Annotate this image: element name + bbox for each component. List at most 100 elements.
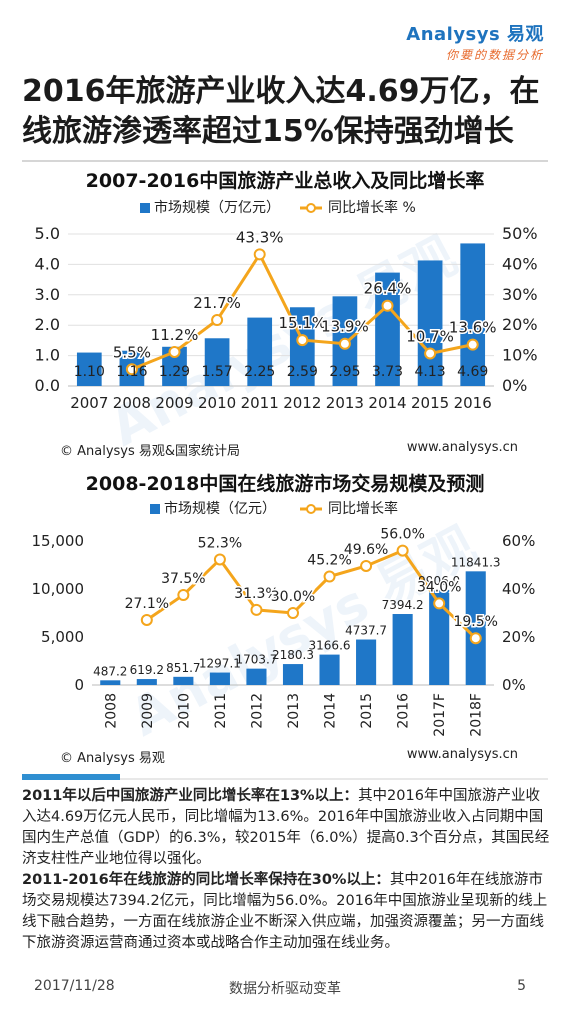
chart1-svg: 市场规模（万亿元） 同比增长率 % 0.0 1.0 2.0 3.0 4.0 5.0 0% 10% 2…: [35, 199, 538, 412]
y2-tick-label: 50%: [502, 224, 538, 243]
growth-value-label: 27.1%: [125, 596, 169, 612]
growth-point: [323, 570, 336, 583]
chart1-title: 2007-2016中国旅游产业总收入及同比增长率: [85, 170, 485, 192]
growth-value-label: 26.4%: [364, 280, 412, 298]
bar-value-label: 11841.3: [451, 555, 501, 569]
x-tick-label: 2012: [283, 394, 321, 412]
x-tick-label: 2009: [140, 693, 156, 729]
summary-accent-line: [120, 778, 548, 780]
x-tick-label: 2010: [176, 693, 192, 729]
x-tick-label: 2013: [326, 394, 364, 412]
growth-value-label: 56.0%: [380, 527, 424, 543]
page-title-line-1: 2016年旅游产业收入达4.69万亿，在: [22, 74, 540, 109]
y2-tick-label: 20%: [502, 315, 538, 334]
chart1-website: www.analysys.cn: [406, 440, 518, 455]
y-tick-label: 2.0: [35, 315, 60, 334]
y2-tick-label: 40%: [502, 254, 538, 273]
footer-date: 2017/11/28: [34, 978, 115, 994]
logo-tagline: 你要的数据分析: [445, 48, 544, 62]
growth-point: [296, 334, 309, 347]
bar-value-label: 1.29: [159, 364, 190, 380]
footer-slogan: 数据分析驱动变革: [229, 981, 341, 997]
growth-point: [287, 607, 299, 619]
bar-value-label: 2.25: [244, 364, 275, 380]
growth-point: [213, 553, 226, 566]
growth-value-label: 43.3%: [236, 228, 284, 246]
summary-1-heading: 2011年以后中国旅游产业同比增长率在13%以上：: [22, 788, 359, 804]
x-tick-label: 2017F: [432, 693, 448, 737]
y-tick-label: 1.0: [35, 346, 60, 365]
summary-1-body: 其中2016年中国旅游产业收入达4.69万亿元人民币，同比增幅为13.6%。20…: [22, 788, 550, 867]
x-tick-label: 2010: [198, 394, 236, 412]
growth-value-label: 52.3%: [198, 535, 242, 551]
bar: [173, 676, 194, 685]
bar: [375, 272, 400, 386]
x-tick-label: 2016: [396, 693, 412, 729]
y2-tick-label: 0%: [502, 676, 526, 694]
y-tick-label: 5,000: [41, 628, 84, 646]
x-tick-label: 2011: [241, 394, 279, 412]
growth-value-label: 10.7%: [406, 327, 454, 345]
bar-value-label: 7394.2: [382, 598, 424, 612]
bar-value-label: 2.59: [287, 364, 318, 380]
x-tick-label: 2015: [359, 693, 375, 729]
chart2-source: © Analysys 易观: [60, 751, 165, 766]
y2-tick-label: 20%: [502, 628, 535, 646]
y2-tick-label: 0%: [502, 376, 527, 395]
bar: [209, 672, 230, 685]
growth-point: [140, 613, 153, 626]
legend-bar-label: 市场规模（万亿元）: [154, 199, 280, 216]
brand-logo: Analysys 易观 你要的数据分析: [406, 20, 544, 63]
bar-value-label: 619.2: [130, 663, 164, 677]
legend-bar-label: 市场规模（亿元）: [164, 500, 276, 517]
bar-value-label: 1703.7: [235, 653, 277, 667]
bar: [76, 352, 102, 386]
bar-value-label: 1297.1: [199, 657, 241, 671]
bar-value-label: 3.73: [372, 364, 403, 380]
growth-point: [250, 603, 263, 616]
bar-value-label: 4737.7: [345, 624, 387, 638]
growth-point: [469, 632, 482, 645]
growth-value-label: 45.2%: [307, 553, 351, 569]
summary-2-body: 其中2016年在线旅游市场交易规模达7394.2亿元，同比增幅为56.0%。20…: [22, 872, 548, 951]
legend-bar-swatch: [140, 203, 150, 213]
bar-value-label: 1.16: [116, 364, 147, 380]
growth-value-label: 30.0%: [271, 589, 315, 605]
y-tick-label: 0.0: [35, 376, 60, 395]
growth-value-label: 37.5%: [161, 571, 205, 587]
y2-tick-label: 40%: [502, 580, 535, 598]
y2-tick-label: 60%: [502, 532, 535, 550]
x-tick-label: 2008: [103, 693, 119, 729]
bar: [319, 654, 340, 685]
bar: [465, 571, 486, 685]
bar-value-label: 1.57: [202, 364, 233, 380]
bar: [136, 679, 157, 685]
y2-tick-label: 10%: [502, 346, 538, 365]
bar-value-label: 2180.3: [272, 648, 314, 662]
x-tick-label: 2014: [368, 394, 406, 412]
footer-page-number: 5: [517, 978, 526, 994]
bar: [247, 317, 273, 386]
growth-point: [253, 248, 266, 261]
bar-value-label: 487.2: [93, 664, 127, 678]
x-tick-label: 2018F: [469, 693, 485, 737]
y-tick-label: 15,000: [32, 532, 85, 550]
bar: [246, 668, 267, 685]
bar-value-label: 3166.6: [309, 639, 351, 653]
summary-text: 2011年以后中国旅游产业同比增长率在13%以上：其中2016年中国旅游产业收入…: [22, 786, 550, 954]
bar-value-label: 1.10: [74, 364, 105, 380]
bar: [392, 614, 413, 685]
bar: [282, 664, 304, 685]
growth-value-label: 13.6%: [449, 319, 497, 337]
growth-value-label: 13.9%: [321, 318, 369, 336]
legend-line-label: 同比增长率: [328, 500, 398, 517]
growth-point: [360, 559, 373, 572]
growth-point: [433, 597, 446, 610]
growth-point: [168, 345, 181, 358]
x-tick-label: 2015: [411, 394, 449, 412]
growth-line: [145, 548, 477, 640]
x-tick-label: 2013: [286, 693, 302, 729]
bar-value-label: 9906.0: [418, 574, 460, 588]
chart2-svg: 市场规模（亿元） 同比增长率 0 5,000 10,000 15,000 0% 20% 40% 6…: [32, 500, 536, 737]
y-tick-label: 0: [74, 676, 84, 694]
